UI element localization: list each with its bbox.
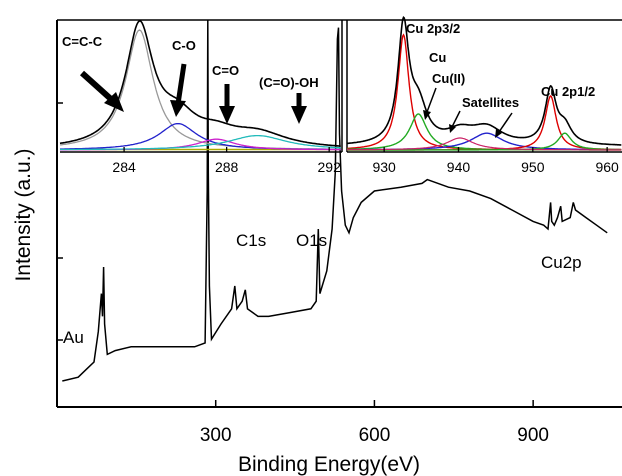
inset1-peak-cooh (60, 134, 341, 151)
inset2-label-cu2p32: Cu 2p3/2 (406, 21, 460, 36)
inset2-peak-satellite-1 (347, 137, 622, 151)
inset2-x-tick-label: 930 (372, 159, 396, 175)
inset1-label-ccc: C=C-C (62, 34, 103, 49)
main-x-tick-label: 600 (359, 425, 391, 446)
inset2-peak-cuii2p12 (347, 132, 622, 151)
inset2-envelope (346, 16, 622, 146)
peak-label-o1s: O1s (296, 231, 327, 250)
survey-spectrum-line (62, 19, 608, 382)
inset1-label-co: C-O (172, 38, 196, 53)
inset2-x-ticks: 930 940 950 960 (372, 147, 619, 175)
inset1-arrows (79, 63, 307, 124)
inset-cu2p: 930 940 950 960 (346, 16, 622, 175)
inset-c1s: 284 288 292 (59, 20, 343, 175)
inset1-x-tick-label: 292 (318, 159, 342, 175)
inset1-label-cdo: C=O (212, 63, 239, 78)
inset1-envelope (59, 20, 341, 147)
inset1-x-tick-label: 288 (215, 159, 239, 175)
main-x-tick-label: 900 (517, 425, 549, 446)
inset2-label-satellites: Satellites (462, 95, 519, 110)
inset2-label-cuii: Cu(II) (432, 71, 465, 86)
peak-label-cu2p: Cu2p (541, 253, 582, 272)
main-x-tick-label: 300 (200, 425, 232, 446)
peak-label-au: Au (63, 328, 84, 347)
inset2-x-tick-label: 960 (595, 159, 619, 175)
x-axis-title: Binding Energy(eV) (238, 453, 420, 476)
inset2-arrows (423, 87, 513, 138)
peak-label-c1s: C1s (236, 231, 266, 250)
inset2-x-tick-label: 950 (521, 159, 545, 175)
inset2-label-cu2p12: Cu 2p1/2 (541, 84, 595, 99)
inset2-label-cu: Cu (429, 50, 446, 65)
inset1-x-ticks: 284 288 292 (112, 147, 341, 175)
inset1-component-curves (59, 20, 341, 151)
y-axis-title: Intensity (a.u.) (12, 148, 35, 281)
inset1-x-tick-label: 284 (112, 159, 136, 175)
inset1-label-cooh: (C=O)-OH (259, 75, 319, 90)
inset2-component-curves (346, 16, 622, 151)
main-x-ticks: 300 600 900 (200, 400, 549, 446)
inset2-x-tick-label: 940 (447, 159, 471, 175)
